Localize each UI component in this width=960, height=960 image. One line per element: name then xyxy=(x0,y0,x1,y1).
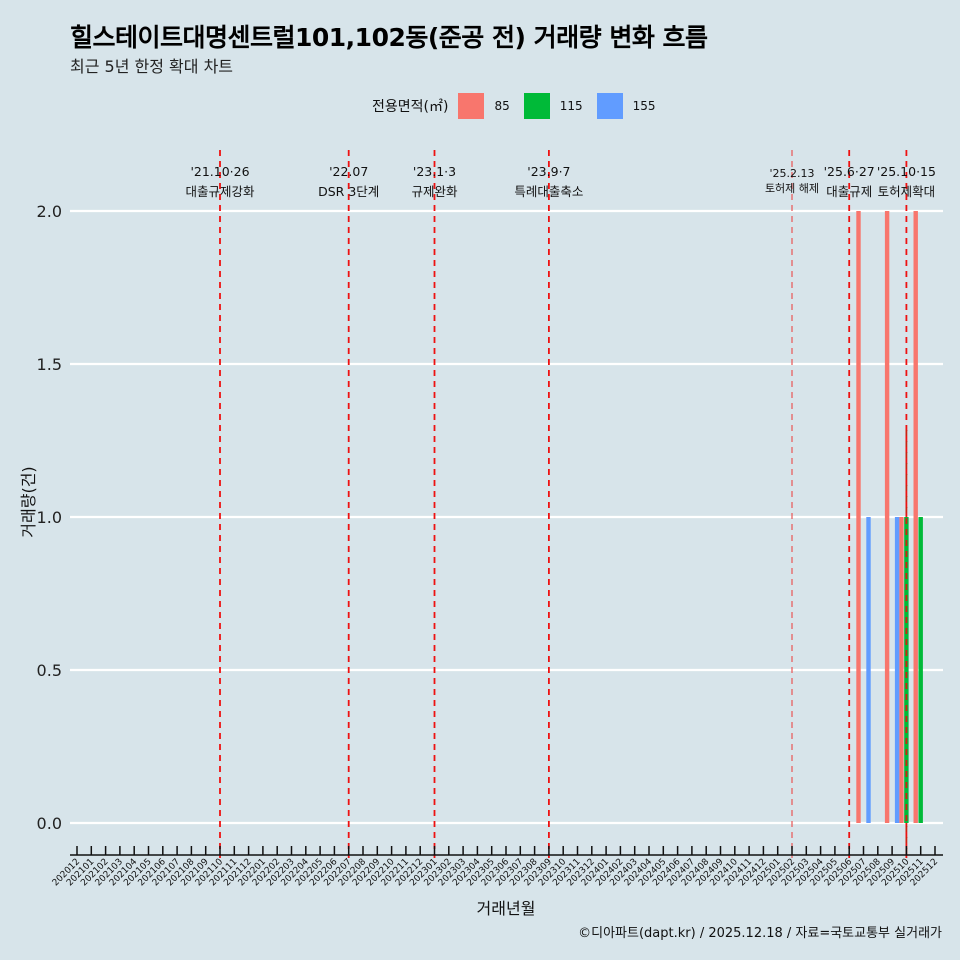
y-tick-label: 1.5 xyxy=(37,355,62,374)
bar-85 xyxy=(913,211,918,823)
event-date: '23.9·7 xyxy=(527,164,570,179)
bar-85 xyxy=(884,211,890,823)
chart-title: 힐스테이트대명센트럴101,102동(준공 전) 거래량 변화 흐름 xyxy=(70,23,708,52)
event-date: '22.07 xyxy=(329,164,368,179)
event-label: 대출규제강화 xyxy=(185,184,255,199)
x-axis-title: 거래년월 xyxy=(477,899,536,918)
bar-115 xyxy=(904,517,909,823)
y-tick-label: 0.0 xyxy=(37,814,62,833)
y-tick-label: 1.0 xyxy=(37,508,62,527)
event-label: 토허제 해제 xyxy=(765,181,819,195)
event-date: '21.10·26 xyxy=(190,164,249,179)
legend-label-85: 85 xyxy=(494,99,510,113)
event-label: 대출규제 xyxy=(826,184,872,199)
event-label: 토허제확대 xyxy=(878,184,936,199)
event-date: '25.2.13 xyxy=(769,167,814,180)
bar-85 xyxy=(856,211,861,823)
event-label: 특례대출축소 xyxy=(514,184,583,199)
legend-label-115: 115 xyxy=(559,99,583,113)
bar-115 xyxy=(918,517,923,823)
legend-label-155: 155 xyxy=(632,99,656,113)
y-tick-label: 2.0 xyxy=(37,202,62,221)
event-date: '25.10·15 xyxy=(877,164,936,179)
y-tick-label: 0.5 xyxy=(37,661,62,680)
bar-155 xyxy=(866,517,871,823)
caption: ©디아파트(dapt.kr) / 2025.12.18 / 자료=국토교통부 실… xyxy=(578,926,942,941)
bar-155 xyxy=(894,517,900,823)
legend-swatch-115 xyxy=(523,93,550,119)
event-date: '23.1·3 xyxy=(413,164,456,179)
chart-subtitle: 최근 5년 한정 확대 차트 xyxy=(70,57,234,76)
legend-title: 전용면적(㎡) xyxy=(372,99,449,115)
event-label: 규제완화 xyxy=(411,184,458,199)
legend-swatch-155 xyxy=(596,93,623,119)
event-label: DSR 3단계 xyxy=(318,184,379,199)
event-date: '25.6·27 xyxy=(824,164,875,179)
legend: 전용면적(㎡) 85 115 155 xyxy=(372,93,662,119)
y-axis-title: 거래량(건) xyxy=(19,466,38,537)
bar-85 xyxy=(899,517,904,823)
legend-swatch-85 xyxy=(458,93,485,119)
